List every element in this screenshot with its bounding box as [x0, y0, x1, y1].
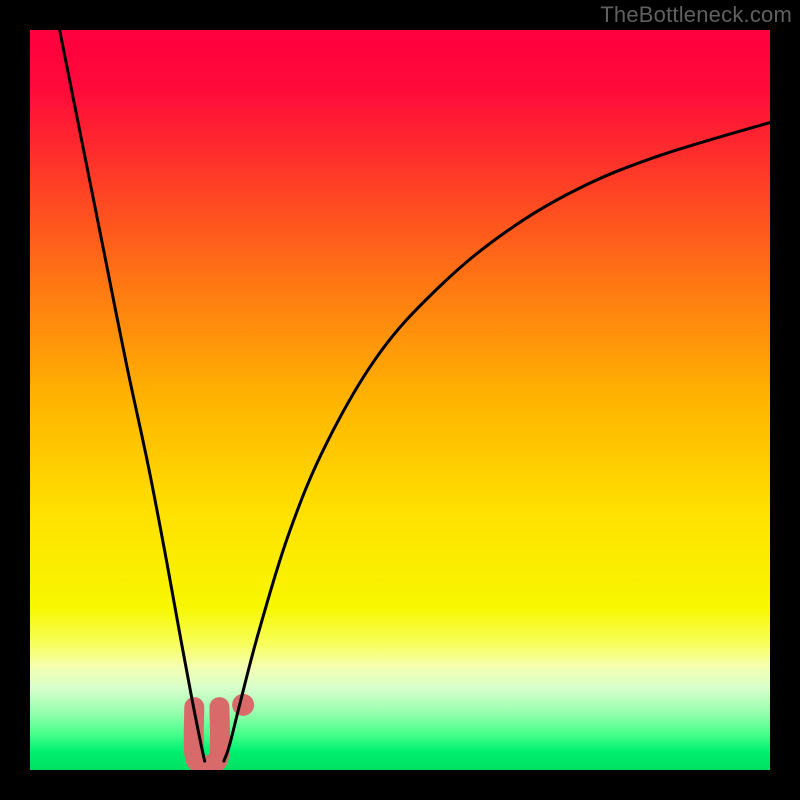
- bottleneck-chart: [0, 0, 800, 800]
- highlight-dot: [232, 694, 254, 716]
- plot-background: [30, 30, 770, 770]
- watermark-text: TheBottleneck.com: [600, 2, 792, 28]
- chart-root: TheBottleneck.com: [0, 0, 800, 800]
